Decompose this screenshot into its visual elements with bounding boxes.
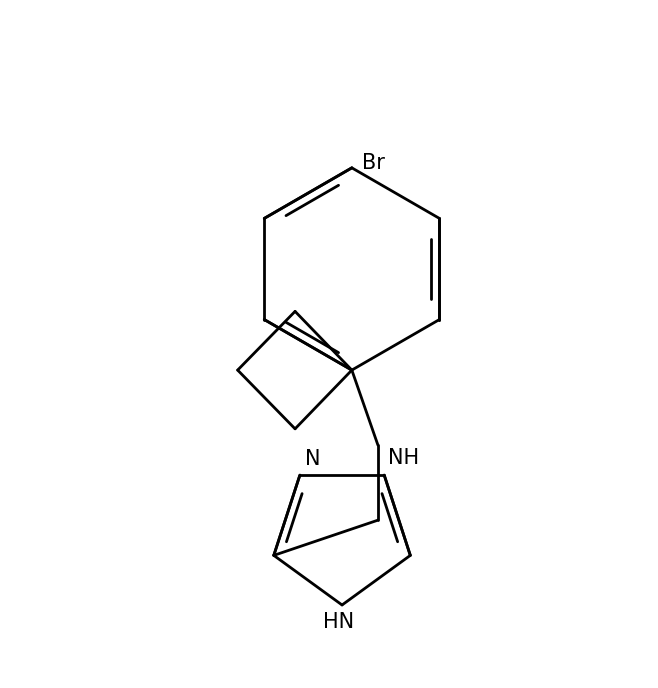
Text: Br: Br bbox=[362, 153, 384, 173]
Text: N: N bbox=[305, 449, 320, 469]
Text: NH: NH bbox=[388, 449, 419, 469]
Text: HN: HN bbox=[323, 612, 355, 632]
